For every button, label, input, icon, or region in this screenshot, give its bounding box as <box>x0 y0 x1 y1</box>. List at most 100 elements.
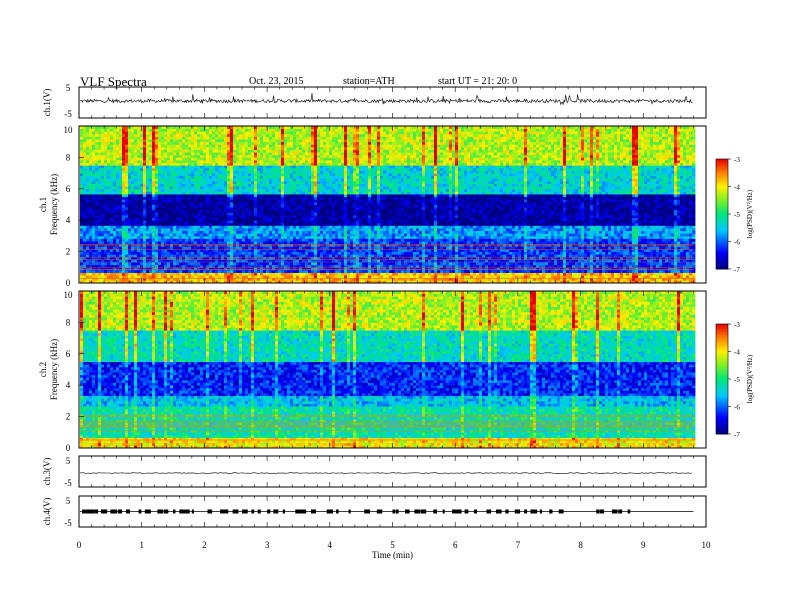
ch1-spectrogram-cell <box>113 176 116 179</box>
ch1-spectrogram-cell <box>104 239 107 242</box>
ch1-spectrogram-cell <box>272 178 275 181</box>
ch1-spectrogram-cell <box>206 189 209 192</box>
ch1-spectrogram-cell <box>113 142 116 145</box>
ch1-spectrogram-cell <box>221 278 224 281</box>
ch1-spectrogram-cell <box>155 241 158 244</box>
ch1-spectrogram-cell <box>146 189 149 192</box>
ch1-spectrogram-cell <box>209 181 212 184</box>
ch1-spectrogram-cell <box>116 184 119 187</box>
ch1-spectrogram-cell <box>179 231 182 234</box>
ch1-spectrogram-cell <box>155 220 158 223</box>
ch1-spectrogram-cell <box>146 218 149 221</box>
ch1-spectrogram-cell <box>317 262 320 265</box>
ch1-spectrogram-cell <box>269 225 272 228</box>
ch1-spectrogram-cell <box>185 142 188 145</box>
ch1-spectrogram-cell <box>131 157 134 160</box>
ch1-spectrogram-cell <box>311 173 314 176</box>
ch1-spectrogram-cell <box>134 252 137 255</box>
ch1-spectrogram-cell <box>218 241 221 244</box>
ch1-spectrogram-cell <box>188 178 191 181</box>
ch1-spectrogram-cell <box>113 231 116 234</box>
ch1-spectrogram-cell <box>182 147 185 150</box>
ch1-spectrogram-cell <box>149 163 152 166</box>
ch1-spectrogram-cell <box>104 236 107 239</box>
ch1-spectrogram-cell <box>287 246 290 249</box>
ch1-spectrogram-cell <box>83 220 86 223</box>
ch1-spectrogram-cell <box>230 191 233 194</box>
ch1-spectrogram-cell <box>131 144 134 147</box>
ch1-spectrogram-cell <box>80 142 83 145</box>
ch1-spectrogram-cell <box>296 142 299 145</box>
ch1-spectrogram-cell <box>158 236 161 239</box>
ch1-spectrogram-cell <box>299 228 302 231</box>
ch1-spectrogram-cell <box>185 254 188 257</box>
ch1-spectrogram-cell <box>311 210 314 213</box>
ch1-spectrogram-cell <box>83 131 86 134</box>
ch1-spectrogram-cell <box>137 136 140 139</box>
ch1-spectrogram-cell <box>275 186 278 189</box>
ch1-spectrogram-cell <box>320 160 323 163</box>
ch1-spectrogram-cell <box>119 210 122 213</box>
ch1-spectrogram-cell <box>320 194 323 197</box>
ch1-spectrogram-cell <box>308 278 311 281</box>
ch1-spectrogram-cell <box>173 265 176 268</box>
ch1-spectrogram-cell <box>179 181 182 184</box>
ch1-spectrogram-cell <box>116 215 119 218</box>
ch1-spectrogram-cell <box>287 228 290 231</box>
ch1-spectrogram-cell <box>236 165 239 168</box>
ch1-spectrogram-cell <box>128 246 131 249</box>
ch1-spectrogram-cell <box>176 170 179 173</box>
ch1-spectrogram-cell <box>305 194 308 197</box>
ch1-spectrogram-cell <box>317 147 320 150</box>
ch1-spectrogram-cell <box>92 241 95 244</box>
ch1-spectrogram-cell <box>80 147 83 150</box>
ch1-spectrogram-cell <box>281 207 284 210</box>
ch1-spectrogram-cell <box>221 170 224 173</box>
ch1-spectrogram-cell <box>206 275 209 278</box>
ch1-spectrogram-cell <box>239 129 242 132</box>
ch1-spectrogram-cell <box>269 150 272 153</box>
ch1-spectrogram-cell <box>140 215 143 218</box>
ch1-spectrogram-cell <box>116 131 119 134</box>
ch1-spectrogram-cell <box>275 262 278 265</box>
ch1-spectrogram-cell <box>95 241 98 244</box>
ch1-spectrogram-cell <box>86 170 89 173</box>
ch1-spectrogram-cell <box>269 246 272 249</box>
ch1-spectrogram-cell <box>146 233 149 236</box>
ch1-spectrogram-cell <box>230 205 233 208</box>
ch1-spectrogram-cell <box>236 152 239 155</box>
ch1-spectrogram-cell <box>194 212 197 215</box>
ch1-spectrogram-cell <box>254 210 257 213</box>
ch1-spectrogram-cell <box>155 275 158 278</box>
ch1-spectrogram-cell <box>305 170 308 173</box>
ch1-spectrogram-cell <box>248 218 251 221</box>
ch1-spectrogram-cell <box>209 220 212 223</box>
ch1-spectrogram-cell <box>167 139 170 142</box>
ch1-spectrogram-cell <box>323 131 326 134</box>
ch1-spectrogram-cell <box>257 163 260 166</box>
ch1-spectrogram-cell <box>116 155 119 158</box>
ch1-spectrogram-cell <box>200 178 203 181</box>
ch1-spectrogram-cell <box>191 218 194 221</box>
ch1-spectrogram-cell <box>158 207 161 210</box>
ch1-spectrogram-cell <box>302 220 305 223</box>
ch1-spectrogram-cell <box>257 178 260 181</box>
ch1-spectrogram-cell <box>236 225 239 228</box>
ch1-spectrogram-cell <box>314 142 317 145</box>
ch1-spectrogram-cell <box>236 207 239 210</box>
ch1-spectrogram-cell <box>221 191 224 194</box>
ch1-spectrogram-cell <box>80 246 83 249</box>
ch1-spectrogram-cell <box>281 223 284 226</box>
ch1-spectrogram-cell <box>248 165 251 168</box>
ch1-spectrogram-cell <box>296 273 299 276</box>
ch1-spectrogram-cell <box>239 273 242 276</box>
ch1-spectrogram-cell <box>173 173 176 176</box>
ch1-spectrogram-cell <box>188 139 191 142</box>
ch1-spectrogram-cell <box>266 225 269 228</box>
ch1-spectrogram-cell <box>140 152 143 155</box>
ch1-spectrogram-cell <box>140 223 143 226</box>
ch1-spectrogram-cell <box>209 170 212 173</box>
ch1-spectrogram-cell <box>107 231 110 234</box>
ch1-spectrogram-cell <box>158 278 161 281</box>
ch1-spectrogram-cell <box>110 212 113 215</box>
